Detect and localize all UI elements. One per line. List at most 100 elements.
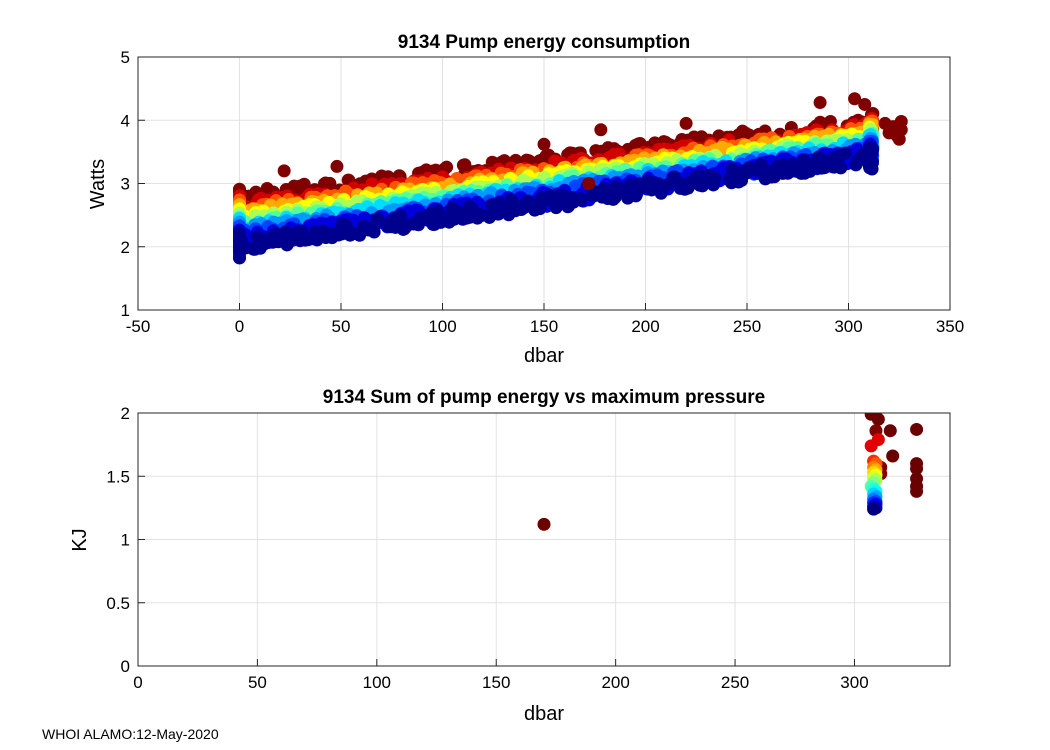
- scatter-point: [735, 173, 749, 187]
- x-tick-label: 0: [235, 317, 244, 336]
- scatter-point: [540, 193, 554, 207]
- y-tick-label: 2: [121, 404, 130, 423]
- scatter-point: [894, 123, 908, 137]
- scatter-point: [668, 174, 682, 188]
- scatter-point: [323, 176, 337, 190]
- top-ticks: -50 0 50 100 150 200 250 300 350 1 2 3 4 5: [121, 48, 965, 336]
- x-tick-label: 200: [601, 673, 629, 692]
- scatter-point: [858, 97, 872, 111]
- scatter-point: [883, 424, 897, 438]
- x-tick-label: 0: [133, 673, 142, 692]
- scatter-point: [319, 231, 333, 245]
- scatter-point: [838, 146, 852, 160]
- x-tick-label: 100: [428, 317, 456, 336]
- scatter-point: [910, 462, 924, 476]
- x-tick-label: -50: [126, 317, 151, 336]
- x-tick-label: 200: [631, 317, 659, 336]
- scatter-point: [549, 201, 563, 215]
- scatter-point: [440, 160, 454, 174]
- top-y-axis-label: Watts: [87, 159, 109, 209]
- top-x-axis-label: dbar: [524, 345, 564, 367]
- bottom-y-axis-label: KJ: [69, 528, 91, 551]
- y-tick-label: 5: [121, 48, 130, 67]
- scatter-point: [562, 199, 576, 213]
- x-tick-label: 150: [530, 317, 558, 336]
- scatter-point: [886, 449, 900, 463]
- scatter-point: [726, 163, 740, 177]
- scatter-point: [537, 137, 551, 151]
- y-tick-label: 1: [121, 531, 130, 550]
- scatter-point: [262, 232, 276, 246]
- scatter-point: [864, 144, 878, 158]
- scatter-point: [446, 202, 460, 216]
- scatter-point: [629, 189, 643, 203]
- scatter-point: [305, 231, 319, 245]
- scatter-point: [457, 210, 471, 224]
- scatter-point: [233, 232, 246, 246]
- energy-consumption-chart: -50 0 50 100 150 200 250 300 350 1 2 3 4 5 9134 Pump …: [87, 32, 964, 367]
- bottom-ticks: 0 50 100 150 200 250 300 0 0.5 1 1.5 2: [106, 404, 868, 692]
- scatter-point: [554, 188, 568, 202]
- scatter-point: [862, 157, 876, 171]
- scatter-point: [848, 92, 862, 106]
- scatter-point: [574, 192, 588, 206]
- top-chart-title: 9134 Pump energy consumption: [398, 32, 690, 53]
- y-tick-label: 1.5: [106, 467, 130, 486]
- scatter-point: [679, 116, 693, 130]
- scatter-point: [475, 208, 489, 222]
- y-tick-label: 0: [121, 657, 130, 676]
- scatter-point: [595, 188, 609, 202]
- scatter-point: [764, 170, 778, 184]
- bottom-chart-title: 9134 Sum of pump energy vs maximum press…: [323, 387, 765, 408]
- x-tick-label: 250: [721, 673, 749, 692]
- scatter-point: [582, 177, 596, 190]
- scatter-point: [817, 158, 831, 172]
- y-tick-label: 2: [121, 238, 130, 257]
- scatter-point: [609, 179, 623, 193]
- y-tick-label: 0.5: [106, 594, 130, 613]
- scatter-point: [233, 241, 246, 255]
- scatter-point: [277, 164, 291, 178]
- scatter-point: [330, 159, 344, 173]
- scatter-point: [361, 223, 375, 237]
- y-tick-label: 4: [121, 111, 130, 130]
- x-tick-label: 300: [840, 673, 868, 692]
- scatter-point: [683, 175, 697, 189]
- scatter-point: [849, 158, 863, 172]
- scatter-point: [654, 186, 668, 200]
- scatter-point: [606, 192, 620, 206]
- scatter-point: [442, 215, 456, 229]
- x-tick-label: 150: [482, 673, 510, 692]
- scatter-point: [343, 228, 357, 242]
- scatter-point: [464, 202, 478, 216]
- bottom-scatter-points: [537, 413, 924, 531]
- x-tick-label: 100: [363, 673, 391, 692]
- scatter-point: [537, 517, 551, 531]
- scatter-point: [594, 123, 608, 137]
- scatter-point: [867, 502, 881, 516]
- scatter-point: [527, 202, 541, 216]
- scatter-point: [871, 433, 885, 447]
- top-scatter-points: [233, 92, 908, 265]
- scatter-point: [423, 207, 437, 221]
- bottom-x-axis-label: dbar: [524, 703, 564, 725]
- x-tick-label: 350: [936, 317, 964, 336]
- x-tick-label: 250: [733, 317, 761, 336]
- scatter-point: [381, 217, 395, 231]
- y-tick-label: 1: [121, 301, 130, 320]
- scatter-point: [643, 175, 657, 189]
- scatter-point: [708, 171, 722, 185]
- y-tick-label: 3: [121, 175, 130, 194]
- scatter-points-group: [537, 413, 924, 531]
- scatter-point: [504, 193, 518, 207]
- x-tick-label: 300: [834, 317, 862, 336]
- scatter-point: [803, 164, 817, 178]
- scatter-point: [834, 161, 848, 175]
- scatter-point: [871, 413, 885, 426]
- scatter-point: [517, 197, 531, 211]
- scatter-point: [813, 96, 827, 110]
- scatter-point: [910, 422, 924, 436]
- energy-sum-chart: 0 50 100 150 200 250 300 0 0.5 1 1.5 2 9134 Sum of …: [69, 387, 951, 725]
- scatter-point: [739, 126, 753, 140]
